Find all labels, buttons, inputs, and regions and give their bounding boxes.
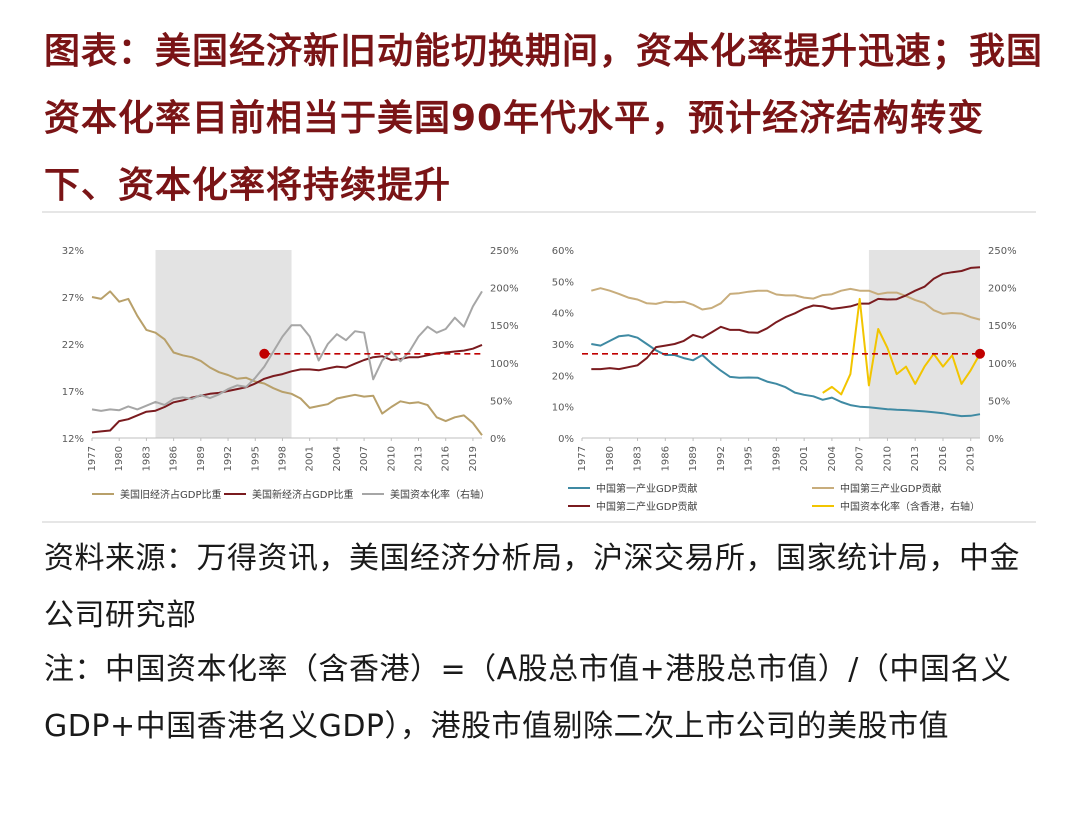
right-tick-label: 250%: [988, 246, 1017, 257]
x-tick-label: 1986: [169, 446, 180, 471]
x-tick-label: 2010: [882, 446, 893, 471]
x-tick-label: 2016: [938, 446, 949, 471]
legend-label: 中国资本化率（含香港，右轴）: [840, 500, 980, 513]
series-line-4: [822, 297, 981, 396]
x-tick-label: 1995: [250, 446, 261, 471]
x-tick-label: 1986: [660, 446, 671, 471]
right-tick-label: 200%: [988, 284, 1017, 295]
shaded-period: [868, 250, 980, 438]
right-tick-label: 200%: [490, 284, 519, 295]
formula-note: 注：中国资本化率（含香港）=（A股总市值+港股总市值）/（中国名义GDP+中国香…: [44, 652, 1012, 744]
x-tick-label: 1983: [633, 446, 644, 471]
top-divider: [42, 211, 1036, 213]
left-tick-label: 60%: [552, 246, 574, 257]
legend-label: 中国第二产业GDP贡献: [596, 500, 697, 513]
series-line-1: [591, 334, 981, 418]
left-tick-label: 50%: [552, 277, 574, 288]
left-tick-label: 0%: [558, 434, 574, 445]
x-tick-label: 2013: [910, 446, 921, 471]
left-tick-label: 27%: [62, 293, 84, 304]
x-tick-label: 1992: [716, 446, 727, 471]
x-tick-label: 1989: [688, 446, 699, 471]
x-tick-label: 2019: [468, 446, 479, 471]
x-tick-label: 1992: [223, 446, 234, 471]
x-tick-label: 1980: [114, 446, 125, 471]
x-tick-label: 2010: [386, 446, 397, 471]
x-tick-label: 1989: [196, 446, 207, 471]
right-tick-label: 150%: [490, 321, 519, 332]
reference-dot: [259, 348, 270, 359]
right-tick-label: 50%: [490, 396, 512, 407]
x-tick-label: 2001: [305, 446, 316, 471]
right-tick-label: 0%: [490, 434, 506, 445]
x-tick-label: 2004: [332, 446, 343, 471]
right-tick-label: 0%: [988, 434, 1004, 445]
right-tick-label: 250%: [490, 246, 519, 257]
x-tick-label: 2019: [966, 446, 977, 471]
x-tick-label: 2007: [855, 446, 866, 471]
right-tick-label: 100%: [490, 359, 519, 370]
legend-label: 美国资本化率（右轴）: [390, 488, 490, 501]
legend-label: 中国第一产业GDP贡献: [596, 482, 697, 495]
left-tick-label: 32%: [62, 246, 84, 257]
legend-label: 美国旧经济占GDP比重: [120, 488, 221, 501]
x-tick-label: 2016: [441, 446, 452, 471]
x-tick-label: 1977: [577, 446, 588, 471]
series-line-2: [91, 343, 483, 434]
left-tick-label: 12%: [62, 434, 84, 445]
series-line-2: [591, 287, 981, 321]
x-tick-label: 1998: [277, 446, 288, 471]
figure-title: 图表：美国经济新旧动能切换期间，资本化率提升迅速；我国资本化率目前相当于美国90…: [44, 31, 1044, 206]
legend-label: 美国新经济占GDP比重: [252, 488, 353, 501]
right-tick-label: 100%: [988, 359, 1017, 370]
left-tick-label: 10%: [552, 403, 574, 414]
x-tick-label: 1977: [87, 446, 98, 471]
legend-label: 中国第三产业GDP贡献: [840, 482, 941, 495]
x-tick-label: 1998: [771, 446, 782, 471]
series-line-1: [91, 290, 483, 436]
source-note: 资料来源：万得资讯，美国经济分析局，沪深交易所，国家统计局，中金公司研究部: [44, 541, 1020, 633]
x-tick-label: 2001: [799, 446, 810, 471]
right-tick-label: 150%: [988, 321, 1017, 332]
x-tick-label: 2013: [414, 446, 425, 471]
reference-dot: [975, 348, 985, 359]
x-tick-label: 1995: [744, 446, 755, 471]
chart-1: 12% 17% 22% 27% 32% 0% 50% 100% 150% 200% 250% 1977…: [62, 246, 519, 501]
series-line-3: [91, 290, 483, 412]
x-tick-label: 2004: [827, 446, 838, 471]
x-tick-label: 1983: [141, 446, 152, 471]
left-tick-label: 30%: [552, 340, 574, 351]
left-tick-label: 22%: [62, 340, 84, 351]
left-tick-label: 40%: [552, 309, 574, 320]
x-tick-label: 1980: [605, 446, 616, 471]
left-tick-label: 17%: [62, 387, 84, 398]
charts-svg: 12% 17% 22% 27% 32% 0% 50% 100% 150% 200% 250% 1977…: [62, 246, 1017, 513]
x-tick-label: 2007: [359, 446, 370, 471]
charts-panel: 12% 17% 22% 27% 32% 0% 50% 100% 150% 200% 250% 1977…: [44, 230, 1036, 520]
left-tick-label: 20%: [552, 371, 574, 382]
bottom-divider: [42, 521, 1036, 523]
series-line-3: [591, 266, 981, 371]
right-tick-label: 50%: [988, 396, 1010, 407]
chart-2: 0% 10% 20% 30% 40% 50% 60% 0% 50% 100% 150% 200% 250…: [552, 246, 1017, 513]
shaded-period: [155, 250, 292, 438]
